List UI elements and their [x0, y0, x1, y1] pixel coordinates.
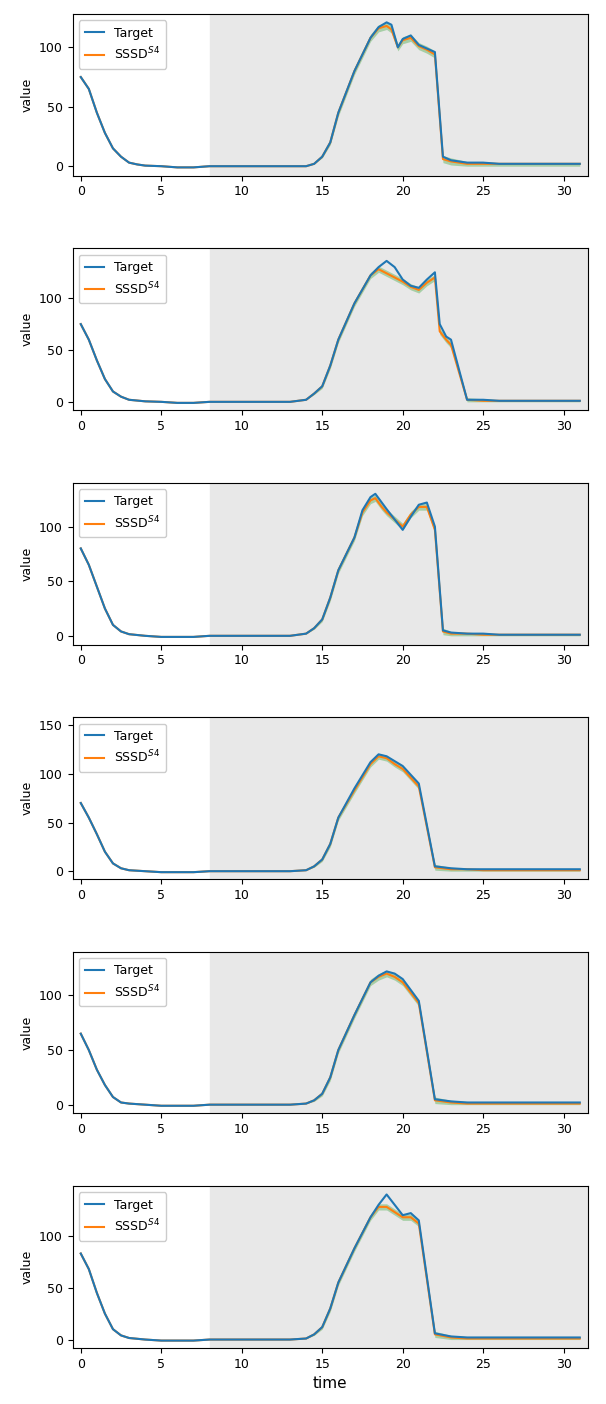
- X-axis label: time: time: [313, 1376, 348, 1391]
- Legend: Target, SSSD$^{S4}$: Target, SSSD$^{S4}$: [79, 254, 166, 303]
- Legend: Target, SSSD$^{S4}$: Target, SSSD$^{S4}$: [79, 958, 166, 1007]
- Legend: Target, SSSD$^{S4}$: Target, SSSD$^{S4}$: [79, 723, 166, 772]
- Bar: [210, 249, 588, 410]
- Legend: Target, SSSD$^{S4}$: Target, SSSD$^{S4}$: [79, 1192, 166, 1241]
- Bar: [210, 483, 588, 644]
- Bar: [210, 1186, 588, 1348]
- Y-axis label: value: value: [21, 1015, 33, 1050]
- Bar: [210, 14, 588, 176]
- Y-axis label: value: value: [21, 781, 33, 816]
- Legend: Target, SSSD$^{S4}$: Target, SSSD$^{S4}$: [79, 20, 166, 69]
- Y-axis label: value: value: [21, 77, 33, 112]
- Bar: [210, 952, 588, 1113]
- Y-axis label: value: value: [21, 312, 33, 347]
- Bar: [210, 717, 588, 879]
- Y-axis label: value: value: [21, 1250, 33, 1285]
- Legend: Target, SSSD$^{S4}$: Target, SSSD$^{S4}$: [79, 489, 166, 538]
- Y-axis label: value: value: [21, 546, 33, 581]
